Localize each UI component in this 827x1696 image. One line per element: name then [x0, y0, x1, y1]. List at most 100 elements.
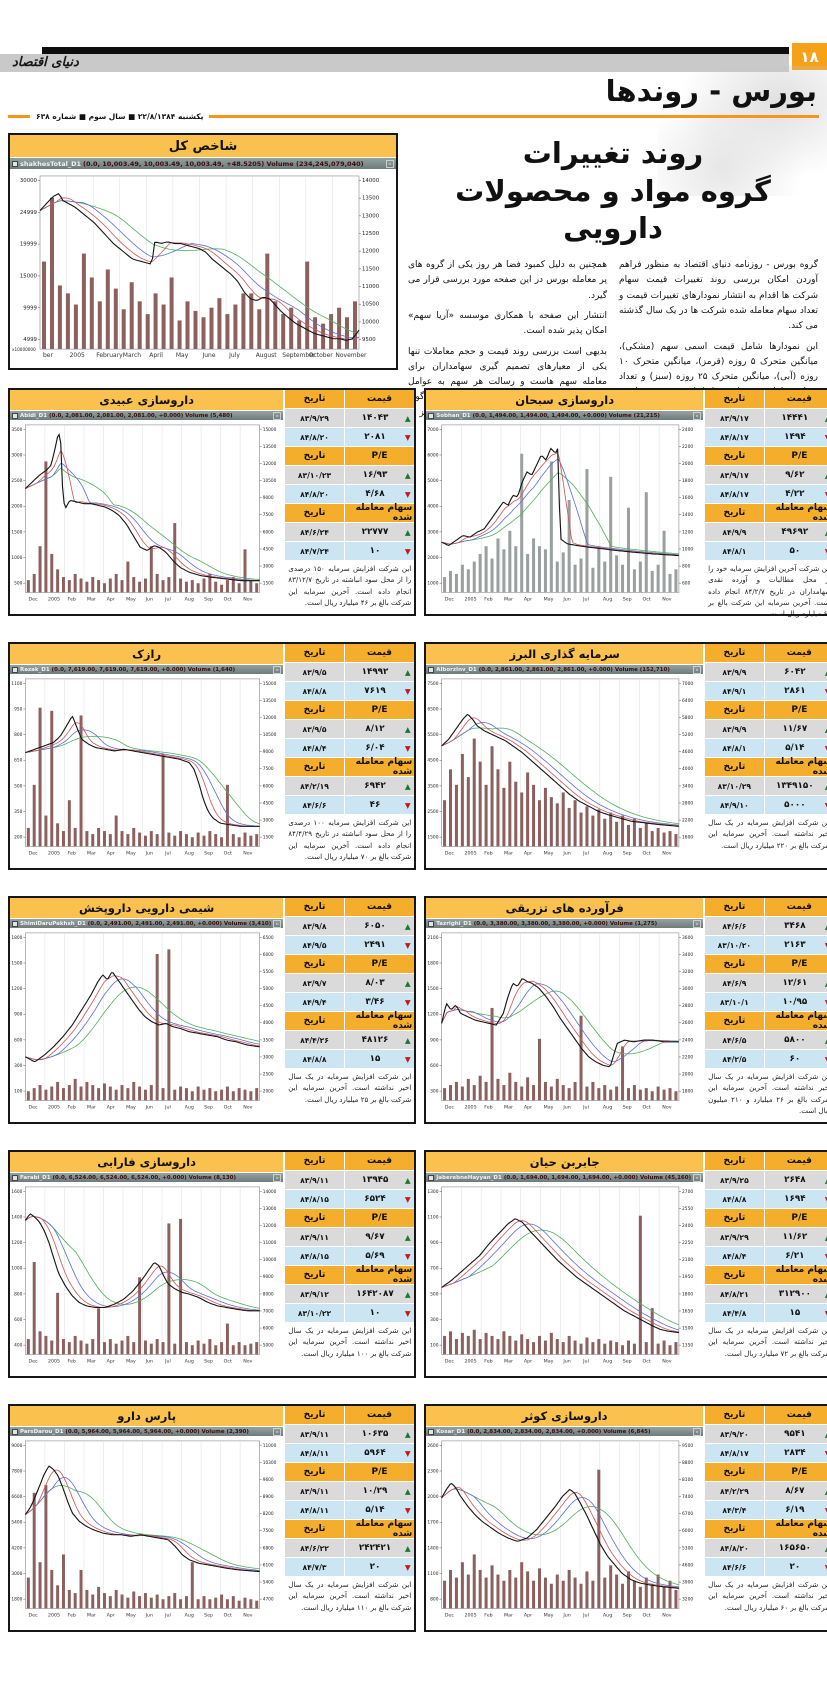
cell-date: ۸۳/۹/۸ — [285, 917, 344, 935]
svg-text:800: 800 — [682, 564, 691, 569]
svg-text:Sep: Sep — [204, 1104, 213, 1110]
svg-text:Jun: Jun — [145, 1358, 153, 1364]
cell-value: ۸/۱۲ — [365, 724, 385, 734]
panel-title: داروسازی فارابی — [10, 1152, 284, 1172]
svg-text:3000: 3000 — [263, 818, 274, 823]
ticker-name: shakhesTotal_D1 — [20, 159, 82, 168]
svg-text:2005: 2005 — [465, 1104, 477, 1110]
svg-text:2300: 2300 — [428, 1469, 439, 1474]
down-arrow-icon: ▼ — [823, 744, 827, 753]
pe-min-row: ▼ ۴/۲۲ ۸۴/۸/۱۷ — [705, 485, 827, 503]
cell-value: ۱۴۴۴۱ — [781, 413, 809, 423]
cell-value: ۱۳۴۹۱۵۰ — [776, 781, 814, 791]
header-value-label: قیمت — [764, 390, 827, 408]
svg-text:9500: 9500 — [682, 1443, 693, 1448]
shares-min-row: ▼ ۶۰ ۸۴/۲/۵ — [705, 1050, 827, 1068]
ticker-name: JaberebneHayyan_D1 — [436, 1174, 502, 1181]
cell-date: ۸۴/۷/۲۴ — [285, 542, 344, 560]
up-arrow-icon: ▲ — [823, 1487, 827, 1496]
cell-value: ۲۴۲۴۲۱ — [358, 1543, 392, 1553]
svg-text:2250: 2250 — [682, 1240, 693, 1245]
svg-text:6600: 6600 — [11, 1494, 22, 1499]
cell-value: ۲۸۶۱ — [784, 686, 806, 696]
svg-text:1100: 1100 — [428, 1215, 439, 1220]
svg-text:1500: 1500 — [682, 1326, 693, 1331]
svg-text:4500: 4500 — [263, 801, 274, 806]
svg-text:Jun: Jun — [145, 1104, 153, 1110]
stats-table: قیمتتاریخ▲۱۴۴۴۱۸۳/۹/۱۷▼۱۴۹۴۸۴/۸/۱۷P/Eتار… — [705, 390, 827, 618]
svg-text:8800: 8800 — [682, 1460, 693, 1465]
svg-text:Jun: Jun — [563, 850, 572, 856]
svg-text:8100: 8100 — [682, 1477, 693, 1482]
svg-text:ber: ber — [43, 352, 53, 359]
cell-value: ۲۰ — [789, 1562, 801, 1572]
svg-text:2800: 2800 — [682, 1003, 693, 1008]
svg-text:800: 800 — [14, 1291, 23, 1296]
shares-max-row: ▲ ۲۲۷۷۷ ۸۴/۶/۲۴ — [285, 523, 415, 541]
ticker-values: (0.0, 2,861.00, 2,861.00, 2,861.00, +0.0… — [478, 666, 670, 673]
down-arrow-icon: ▼ — [404, 686, 411, 696]
svg-text:3200: 3200 — [682, 969, 693, 974]
svg-text:12000: 12000 — [263, 715, 277, 720]
svg-text:500: 500 — [14, 581, 23, 586]
svg-text:5500: 5500 — [263, 969, 274, 974]
svg-text:2400: 2400 — [682, 1037, 693, 1042]
cell-value: ۲۱۶۳ — [784, 940, 806, 950]
svg-text:Oct: Oct — [224, 850, 232, 856]
shares-min-row: ▼ ۲۰ ۸۴/۷/۳ — [285, 1558, 415, 1576]
svg-text:Dec: Dec — [445, 596, 455, 602]
down-arrow-icon: ▼ — [404, 1448, 411, 1458]
cell-date: ۸۴/۸/۲۰ — [285, 485, 344, 503]
svg-text:6000: 6000 — [263, 529, 274, 534]
cell-value: ۲۶۴۸ — [784, 1175, 806, 1185]
svg-text:12000: 12000 — [263, 1223, 277, 1228]
header-value-label: P/E — [344, 1463, 415, 1481]
cell-value: ۱۵ — [369, 1054, 381, 1064]
svg-text:4700: 4700 — [263, 1597, 274, 1602]
header-date-label: تاریخ — [705, 644, 764, 662]
svg-text:5000: 5000 — [263, 1343, 274, 1348]
svg-text:24999: 24999 — [20, 210, 38, 216]
svg-text:August: August — [256, 352, 278, 359]
cell-date: ۸۳/۹/۱۷ — [705, 409, 764, 427]
svg-text:13500: 13500 — [263, 698, 277, 703]
window-icon — [12, 1428, 18, 1435]
svg-text:1000: 1000 — [682, 547, 693, 552]
svg-text:Aug: Aug — [603, 596, 612, 602]
chart-area: 1100 950 800 650 500 350 200 15000 13500 12000 105… — [10, 674, 283, 868]
cell-date: ۸۳/۹/۱۷ — [705, 466, 764, 484]
chart-window-titlebar: AlborzInv_D1 (0.0, 2,861.00, 2,861.00, 2,… — [426, 665, 704, 674]
svg-text:600: 600 — [14, 1317, 23, 1322]
svg-text:2005: 2005 — [48, 1612, 60, 1618]
cell-value: ۱۴۹۴ — [784, 432, 806, 442]
svg-text:7500: 7500 — [263, 512, 274, 517]
svg-text:2005: 2005 — [48, 1358, 60, 1364]
svg-text:100: 100 — [430, 1343, 439, 1348]
price-max-row: ▲ ۱۴۴۴۱ ۸۳/۹/۱۷ — [705, 409, 827, 427]
header-date-label: تاریخ — [705, 390, 764, 408]
pe-max-row: ▲ ۱۱/۶۲ ۸۳/۹/۲۹ — [705, 1228, 827, 1246]
company-note: این شرکت افزایش سرمایه در یک سال اخیر ند… — [708, 1326, 827, 1358]
price-min-row: ▼ ۲۸۶۱ ۸۴/۹/۱ — [705, 682, 827, 700]
svg-text:May: May — [544, 1612, 554, 1618]
svg-text:Feb: Feb — [68, 1104, 76, 1110]
panel-title: رازک — [10, 644, 284, 664]
cell-value: ۶۰ — [789, 1054, 801, 1064]
price-min-row: ▼ ۵۹۶۴ ۸۴/۸/۱۱ — [285, 1444, 415, 1462]
up-arrow-icon: ▲ — [823, 979, 827, 988]
price-chart: 1300 1100 900 700 500 300 100 2700 2550 2400 2250 2… — [428, 1186, 694, 1364]
ticker-name: AlborzInv_D1 — [436, 666, 477, 673]
up-arrow-icon: ▲ — [404, 527, 411, 537]
chart-window-titlebar: shakhesTotal_D1 (0.0, 10,003.49, 10,003.4… — [10, 158, 396, 169]
svg-text:1200: 1200 — [428, 1012, 439, 1017]
up-arrow-icon: ▲ — [823, 922, 827, 931]
section-title: بورس - روندها — [605, 74, 818, 108]
svg-text:4500: 4500 — [428, 758, 439, 763]
company-panel: داروسازی عبیدی Abidi_D1 (0.0, 2,081.00, 2,… — [8, 388, 417, 616]
svg-text:7000: 7000 — [263, 1309, 274, 1314]
ticker-name: Kosar_D1 — [436, 1428, 466, 1435]
index-panel: شاخص کل shakhesTotal_D1 (0.0, 10,003.49, 1… — [8, 133, 398, 370]
